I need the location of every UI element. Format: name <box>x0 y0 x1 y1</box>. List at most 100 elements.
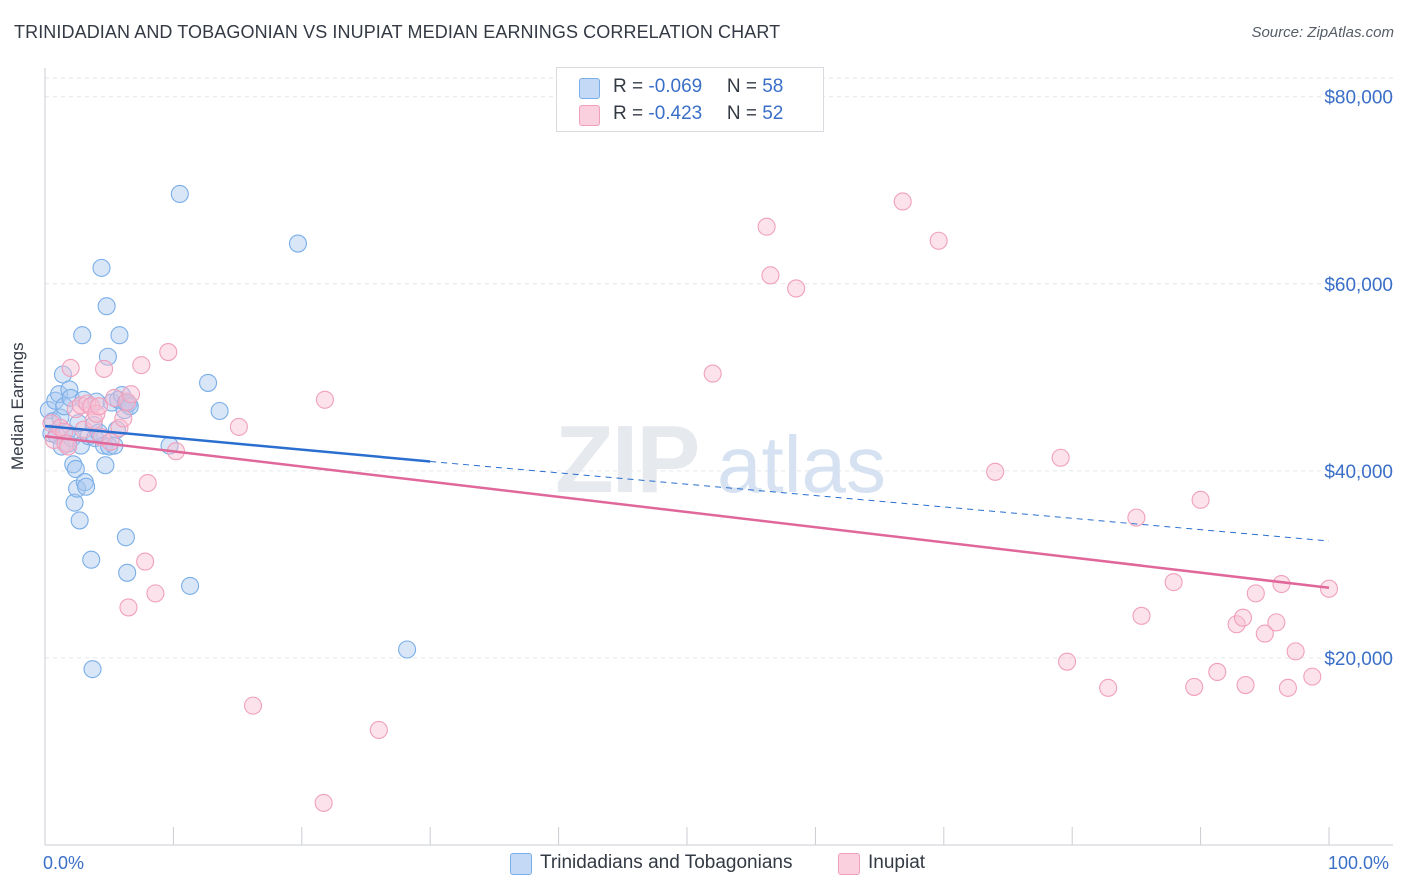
r-value: -0.069 <box>648 76 703 97</box>
point-inupiat <box>119 598 138 617</box>
y-tick-label: $60,000 <box>1324 275 1393 296</box>
stats-box: R = -0.069 N = 58 R = -0.423 N = 52 <box>556 67 824 132</box>
point-inupiat <box>369 720 388 740</box>
point-trinidadian <box>181 576 200 595</box>
point-inupiat <box>1227 615 1246 634</box>
point-inupiat <box>95 359 114 378</box>
point-inupiat <box>1278 678 1297 697</box>
n-value: 58 <box>762 76 784 97</box>
chart-title: TRINIDADIAN AND TOBAGONIAN VS INUPIAT ME… <box>14 22 781 42</box>
point-inupiat <box>1191 490 1210 509</box>
point-trinidadian <box>68 479 87 498</box>
point-inupiat <box>121 385 141 404</box>
y-tick-label: $20,000 <box>1324 649 1393 670</box>
point-inupiat <box>1208 662 1227 682</box>
point-trinidadian <box>110 326 129 345</box>
point-inupiat <box>1127 508 1146 527</box>
point-inupiat <box>61 358 80 378</box>
x-tick-min: 0.0% <box>43 853 85 873</box>
point-inupiat <box>146 584 165 603</box>
r-label: R = <box>613 76 649 97</box>
point-trinidadian <box>96 456 115 475</box>
point-inupiat <box>1233 608 1253 627</box>
point-inupiat <box>1267 613 1286 632</box>
point-trinidadian <box>210 401 229 421</box>
point-inupiat <box>243 696 263 715</box>
trend-line-trinidadian <box>44 424 431 463</box>
point-inupiat <box>89 397 108 416</box>
point-trinidadian <box>199 373 218 392</box>
point-trinidadian <box>65 493 84 512</box>
point-inupiat <box>159 343 178 362</box>
y-tick-labels: $20,000 $40,000 $60,000 $80,000 <box>1324 88 1393 670</box>
point-trinidadian <box>288 234 307 253</box>
watermark-atlas: atlas <box>717 420 886 509</box>
legend-pink-swatch <box>838 853 860 875</box>
trend-line-inupiat <box>44 435 1330 590</box>
point-inupiat <box>315 390 334 409</box>
point-trinidadian <box>97 297 116 316</box>
point-trinidadian <box>64 455 83 474</box>
point-inupiat <box>71 396 91 415</box>
point-trinidadian <box>83 660 102 679</box>
point-inupiat <box>893 192 912 211</box>
n-value: 52 <box>762 103 784 124</box>
r-value: -0.423 <box>648 103 703 124</box>
point-trinidadian <box>398 640 417 659</box>
point-trinidadian <box>66 459 85 479</box>
n-label: N = <box>726 76 763 97</box>
trend-lines <box>44 424 1330 590</box>
point-inupiat <box>314 793 333 812</box>
legend-label: Inupiat <box>868 852 926 873</box>
point-trinidadian <box>53 365 73 384</box>
legend-blue-swatch <box>510 853 532 875</box>
point-trinidadian <box>98 347 117 366</box>
x-tick-max: 100.0% <box>1328 853 1390 873</box>
point-inupiat <box>757 217 776 236</box>
point-inupiat <box>703 364 722 383</box>
point-trinidadian <box>170 184 189 204</box>
point-inupiat <box>1303 667 1322 686</box>
point-inupiat <box>1286 642 1305 661</box>
point-inupiat <box>929 231 948 250</box>
y-tick-label: $40,000 <box>1324 462 1393 483</box>
blue-swatch <box>579 78 600 99</box>
point-inupiat <box>1058 652 1077 671</box>
point-inupiat <box>132 356 151 375</box>
n-label: N = <box>726 103 763 124</box>
point-trinidadian <box>77 477 96 496</box>
point-trinidadian <box>118 563 137 582</box>
y-tick-label: $80,000 <box>1324 88 1393 109</box>
point-trinidadian <box>116 528 135 547</box>
point-inupiat <box>1051 448 1070 467</box>
r-label: R = <box>613 103 649 124</box>
point-inupiat <box>1164 573 1183 592</box>
watermark-zip: ZIP <box>555 406 698 513</box>
point-trinidadian <box>70 511 89 530</box>
point-trinidadian <box>82 550 101 569</box>
point-inupiat <box>229 417 248 436</box>
source-label: Source: ZipAtlas.com <box>1251 24 1394 41</box>
trend-line-trinidadian-extrapolated <box>430 461 1330 542</box>
axes <box>44 68 1393 846</box>
point-inupiat <box>1236 676 1255 695</box>
point-trinidadian <box>51 408 70 427</box>
point-inupiat <box>114 409 133 428</box>
point-inupiat <box>1099 678 1118 697</box>
legend-label: Trinidadians and Tobagonians <box>540 852 793 873</box>
point-inupiat <box>136 552 155 571</box>
pink-swatch <box>579 105 600 126</box>
point-inupiat <box>787 279 806 298</box>
point-trinidadian <box>73 326 92 345</box>
point-inupiat <box>1255 624 1274 643</box>
point-trinidadian <box>92 258 111 277</box>
point-inupiat <box>986 462 1005 481</box>
point-inupiat <box>1246 584 1265 603</box>
point-inupiat <box>1185 677 1204 696</box>
point-inupiat <box>761 266 780 285</box>
point-inupiat <box>138 473 157 493</box>
data-points <box>39 184 1339 812</box>
point-inupiat <box>1132 606 1151 625</box>
point-inupiat <box>1319 579 1339 598</box>
